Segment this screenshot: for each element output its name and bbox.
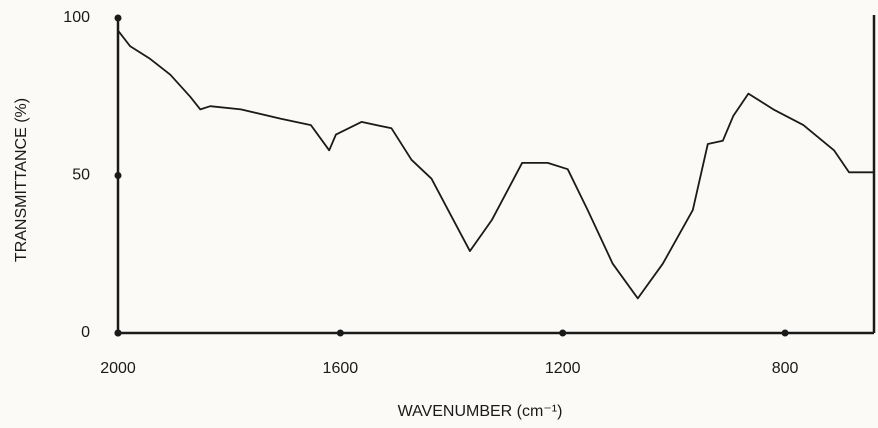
x-tick-label: 1600 [323, 360, 359, 377]
x-tick-label: 1200 [545, 360, 581, 377]
x-tick [559, 329, 567, 337]
x-tick-label: 2000 [100, 360, 136, 377]
x-tick-label: 800 [772, 360, 799, 377]
x-tick [114, 329, 122, 337]
y-tick [114, 172, 122, 179]
y-tick-label: 100 [63, 9, 90, 26]
y-axis-label: TRANSMITTANCE (%) [13, 98, 30, 262]
x-axis-label: WAVENUMBER (cm⁻¹) [398, 403, 563, 420]
spectrum-line [117, 30, 874, 300]
y-tick-label: 50 [72, 167, 90, 184]
y-tick [114, 14, 122, 22]
x-tick [336, 329, 344, 337]
x-tick [781, 329, 789, 337]
y-tick-label: 0 [81, 324, 90, 341]
